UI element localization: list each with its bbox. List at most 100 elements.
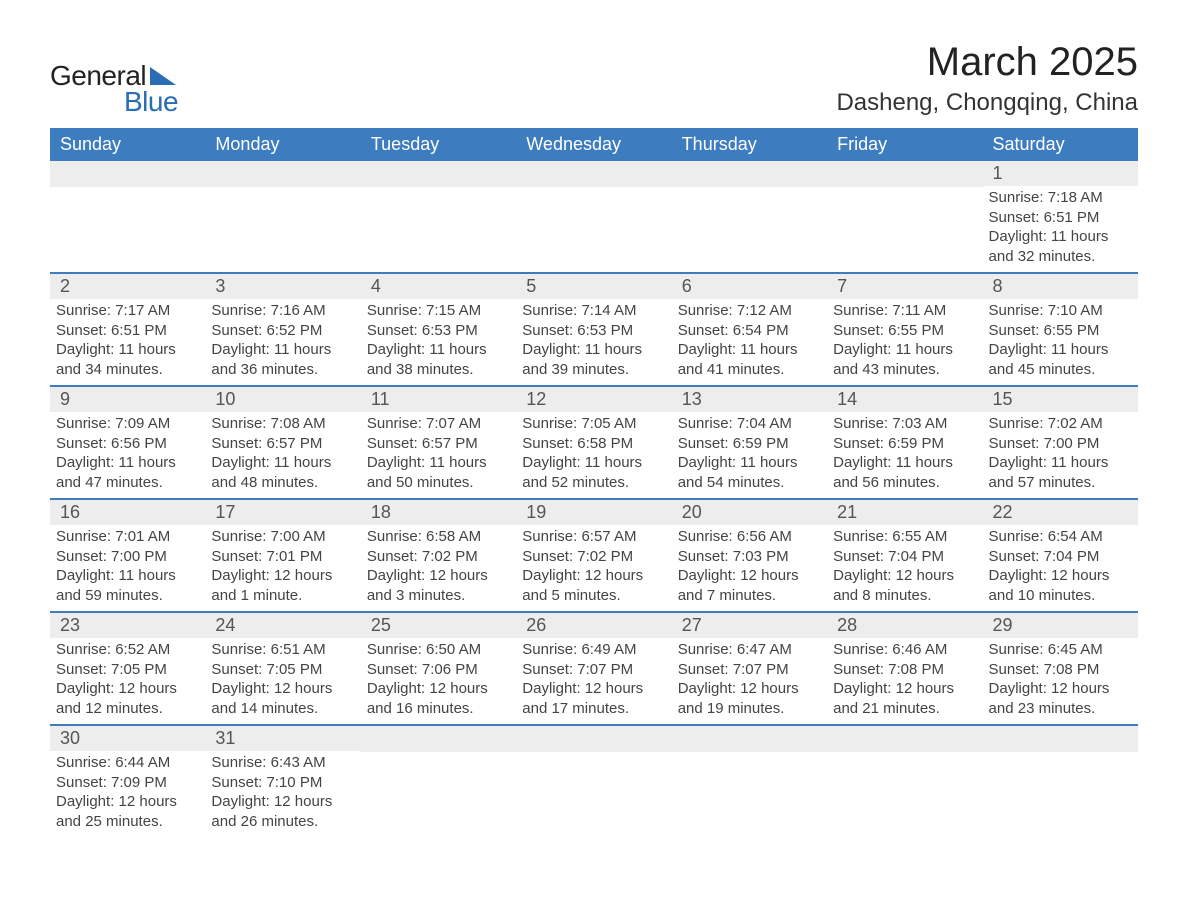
calendar: SundayMondayTuesdayWednesdayThursdayFrid… xyxy=(50,128,1138,837)
day-detail: Sunrise: 6:43 AMSunset: 7:10 PMDaylight:… xyxy=(205,751,360,833)
daylight-line: Daylight: 12 hours and 26 minutes. xyxy=(211,792,354,831)
sunrise-line: Sunrise: 6:58 AM xyxy=(367,527,510,547)
sunset-line: Sunset: 7:07 PM xyxy=(522,660,665,680)
day-cell: 17Sunrise: 7:00 AMSunset: 7:01 PMDayligh… xyxy=(205,500,360,611)
sunrise-line: Sunrise: 6:49 AM xyxy=(522,640,665,660)
daylight-line: Daylight: 12 hours and 23 minutes. xyxy=(989,679,1132,718)
sunset-line: Sunset: 7:04 PM xyxy=(989,547,1132,567)
location: Dasheng, Chongqing, China xyxy=(836,89,1138,117)
daylight-line: Daylight: 11 hours and 45 minutes. xyxy=(989,340,1132,379)
day-detail: Sunrise: 6:56 AMSunset: 7:03 PMDaylight:… xyxy=(672,525,827,607)
daylight-line: Daylight: 12 hours and 25 minutes. xyxy=(56,792,199,831)
daylight-line: Daylight: 11 hours and 52 minutes. xyxy=(522,453,665,492)
day-detail: Sunrise: 7:15 AMSunset: 6:53 PMDaylight:… xyxy=(361,299,516,381)
day-number xyxy=(827,726,982,752)
day-number: 13 xyxy=(672,387,827,412)
sunrise-line: Sunrise: 7:04 AM xyxy=(678,414,821,434)
day-cell: 12Sunrise: 7:05 AMSunset: 6:58 PMDayligh… xyxy=(516,387,671,498)
month-title: March 2025 xyxy=(836,40,1138,85)
day-number: 3 xyxy=(205,274,360,299)
day-cell xyxy=(672,161,827,272)
sunset-line: Sunset: 7:05 PM xyxy=(56,660,199,680)
day-cell: 4Sunrise: 7:15 AMSunset: 6:53 PMDaylight… xyxy=(361,274,516,385)
day-cell: 28Sunrise: 6:46 AMSunset: 7:08 PMDayligh… xyxy=(827,613,982,724)
daylight-line: Daylight: 11 hours and 43 minutes. xyxy=(833,340,976,379)
header: General Blue March 2025 Dasheng, Chongqi… xyxy=(50,40,1138,118)
day-number: 16 xyxy=(50,500,205,525)
day-cell xyxy=(205,161,360,272)
sunrise-line: Sunrise: 7:12 AM xyxy=(678,301,821,321)
week-row: 30Sunrise: 6:44 AMSunset: 7:09 PMDayligh… xyxy=(50,726,1138,837)
sunset-line: Sunset: 6:53 PM xyxy=(522,321,665,341)
weekday-cell: Wednesday xyxy=(516,128,671,161)
sunrise-line: Sunrise: 6:51 AM xyxy=(211,640,354,660)
day-cell: 3Sunrise: 7:16 AMSunset: 6:52 PMDaylight… xyxy=(205,274,360,385)
sunrise-line: Sunrise: 7:00 AM xyxy=(211,527,354,547)
day-detail: Sunrise: 7:09 AMSunset: 6:56 PMDaylight:… xyxy=(50,412,205,494)
day-cell: 5Sunrise: 7:14 AMSunset: 6:53 PMDaylight… xyxy=(516,274,671,385)
day-cell xyxy=(361,161,516,272)
daylight-line: Daylight: 11 hours and 34 minutes. xyxy=(56,340,199,379)
sunrise-line: Sunrise: 6:54 AM xyxy=(989,527,1132,547)
day-detail: Sunrise: 7:01 AMSunset: 7:00 PMDaylight:… xyxy=(50,525,205,607)
day-number: 31 xyxy=(205,726,360,751)
sunset-line: Sunset: 6:59 PM xyxy=(678,434,821,454)
daylight-line: Daylight: 11 hours and 39 minutes. xyxy=(522,340,665,379)
sunrise-line: Sunrise: 7:15 AM xyxy=(367,301,510,321)
day-cell: 31Sunrise: 6:43 AMSunset: 7:10 PMDayligh… xyxy=(205,726,360,837)
day-detail: Sunrise: 7:17 AMSunset: 6:51 PMDaylight:… xyxy=(50,299,205,381)
sunset-line: Sunset: 6:52 PM xyxy=(211,321,354,341)
sunrise-line: Sunrise: 7:02 AM xyxy=(989,414,1132,434)
day-number: 17 xyxy=(205,500,360,525)
day-number xyxy=(50,161,205,187)
sunset-line: Sunset: 6:57 PM xyxy=(367,434,510,454)
sunrise-line: Sunrise: 7:09 AM xyxy=(56,414,199,434)
sunset-line: Sunset: 7:01 PM xyxy=(211,547,354,567)
sunrise-line: Sunrise: 6:56 AM xyxy=(678,527,821,547)
day-number: 21 xyxy=(827,500,982,525)
sunset-line: Sunset: 7:02 PM xyxy=(367,547,510,567)
daylight-line: Daylight: 12 hours and 12 minutes. xyxy=(56,679,199,718)
day-cell: 2Sunrise: 7:17 AMSunset: 6:51 PMDaylight… xyxy=(50,274,205,385)
day-number xyxy=(827,161,982,187)
day-cell: 22Sunrise: 6:54 AMSunset: 7:04 PMDayligh… xyxy=(983,500,1138,611)
daylight-line: Daylight: 12 hours and 19 minutes. xyxy=(678,679,821,718)
day-detail: Sunrise: 7:12 AMSunset: 6:54 PMDaylight:… xyxy=(672,299,827,381)
daylight-line: Daylight: 12 hours and 16 minutes. xyxy=(367,679,510,718)
sunrise-line: Sunrise: 7:17 AM xyxy=(56,301,199,321)
sunset-line: Sunset: 7:09 PM xyxy=(56,773,199,793)
daylight-line: Daylight: 11 hours and 36 minutes. xyxy=(211,340,354,379)
daylight-line: Daylight: 11 hours and 41 minutes. xyxy=(678,340,821,379)
day-number: 25 xyxy=(361,613,516,638)
day-number xyxy=(672,726,827,752)
week-row: 16Sunrise: 7:01 AMSunset: 7:00 PMDayligh… xyxy=(50,500,1138,613)
day-cell xyxy=(516,726,671,837)
sunset-line: Sunset: 6:55 PM xyxy=(989,321,1132,341)
sunrise-line: Sunrise: 7:18 AM xyxy=(989,188,1132,208)
sunrise-line: Sunrise: 7:05 AM xyxy=(522,414,665,434)
daylight-line: Daylight: 11 hours and 59 minutes. xyxy=(56,566,199,605)
day-detail: Sunrise: 7:07 AMSunset: 6:57 PMDaylight:… xyxy=(361,412,516,494)
day-cell xyxy=(50,161,205,272)
daylight-line: Daylight: 11 hours and 57 minutes. xyxy=(989,453,1132,492)
day-cell: 9Sunrise: 7:09 AMSunset: 6:56 PMDaylight… xyxy=(50,387,205,498)
day-number: 7 xyxy=(827,274,982,299)
sunset-line: Sunset: 7:00 PM xyxy=(56,547,199,567)
day-cell: 10Sunrise: 7:08 AMSunset: 6:57 PMDayligh… xyxy=(205,387,360,498)
day-detail: Sunrise: 6:54 AMSunset: 7:04 PMDaylight:… xyxy=(983,525,1138,607)
day-cell: 7Sunrise: 7:11 AMSunset: 6:55 PMDaylight… xyxy=(827,274,982,385)
daylight-line: Daylight: 11 hours and 32 minutes. xyxy=(989,227,1132,266)
day-cell: 21Sunrise: 6:55 AMSunset: 7:04 PMDayligh… xyxy=(827,500,982,611)
day-number: 9 xyxy=(50,387,205,412)
day-detail: Sunrise: 7:16 AMSunset: 6:52 PMDaylight:… xyxy=(205,299,360,381)
day-detail: Sunrise: 6:47 AMSunset: 7:07 PMDaylight:… xyxy=(672,638,827,720)
day-number: 19 xyxy=(516,500,671,525)
day-detail: Sunrise: 7:18 AMSunset: 6:51 PMDaylight:… xyxy=(983,186,1138,268)
day-cell xyxy=(983,726,1138,837)
day-number xyxy=(516,161,671,187)
day-number xyxy=(361,726,516,752)
sunrise-line: Sunrise: 6:55 AM xyxy=(833,527,976,547)
day-number: 12 xyxy=(516,387,671,412)
weekday-cell: Tuesday xyxy=(361,128,516,161)
sunset-line: Sunset: 7:06 PM xyxy=(367,660,510,680)
